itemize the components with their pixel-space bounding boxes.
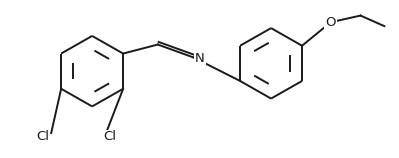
Text: N: N [195,52,205,65]
Text: O: O [326,16,336,29]
Text: Cl: Cl [103,131,117,143]
Text: Cl: Cl [36,131,49,143]
